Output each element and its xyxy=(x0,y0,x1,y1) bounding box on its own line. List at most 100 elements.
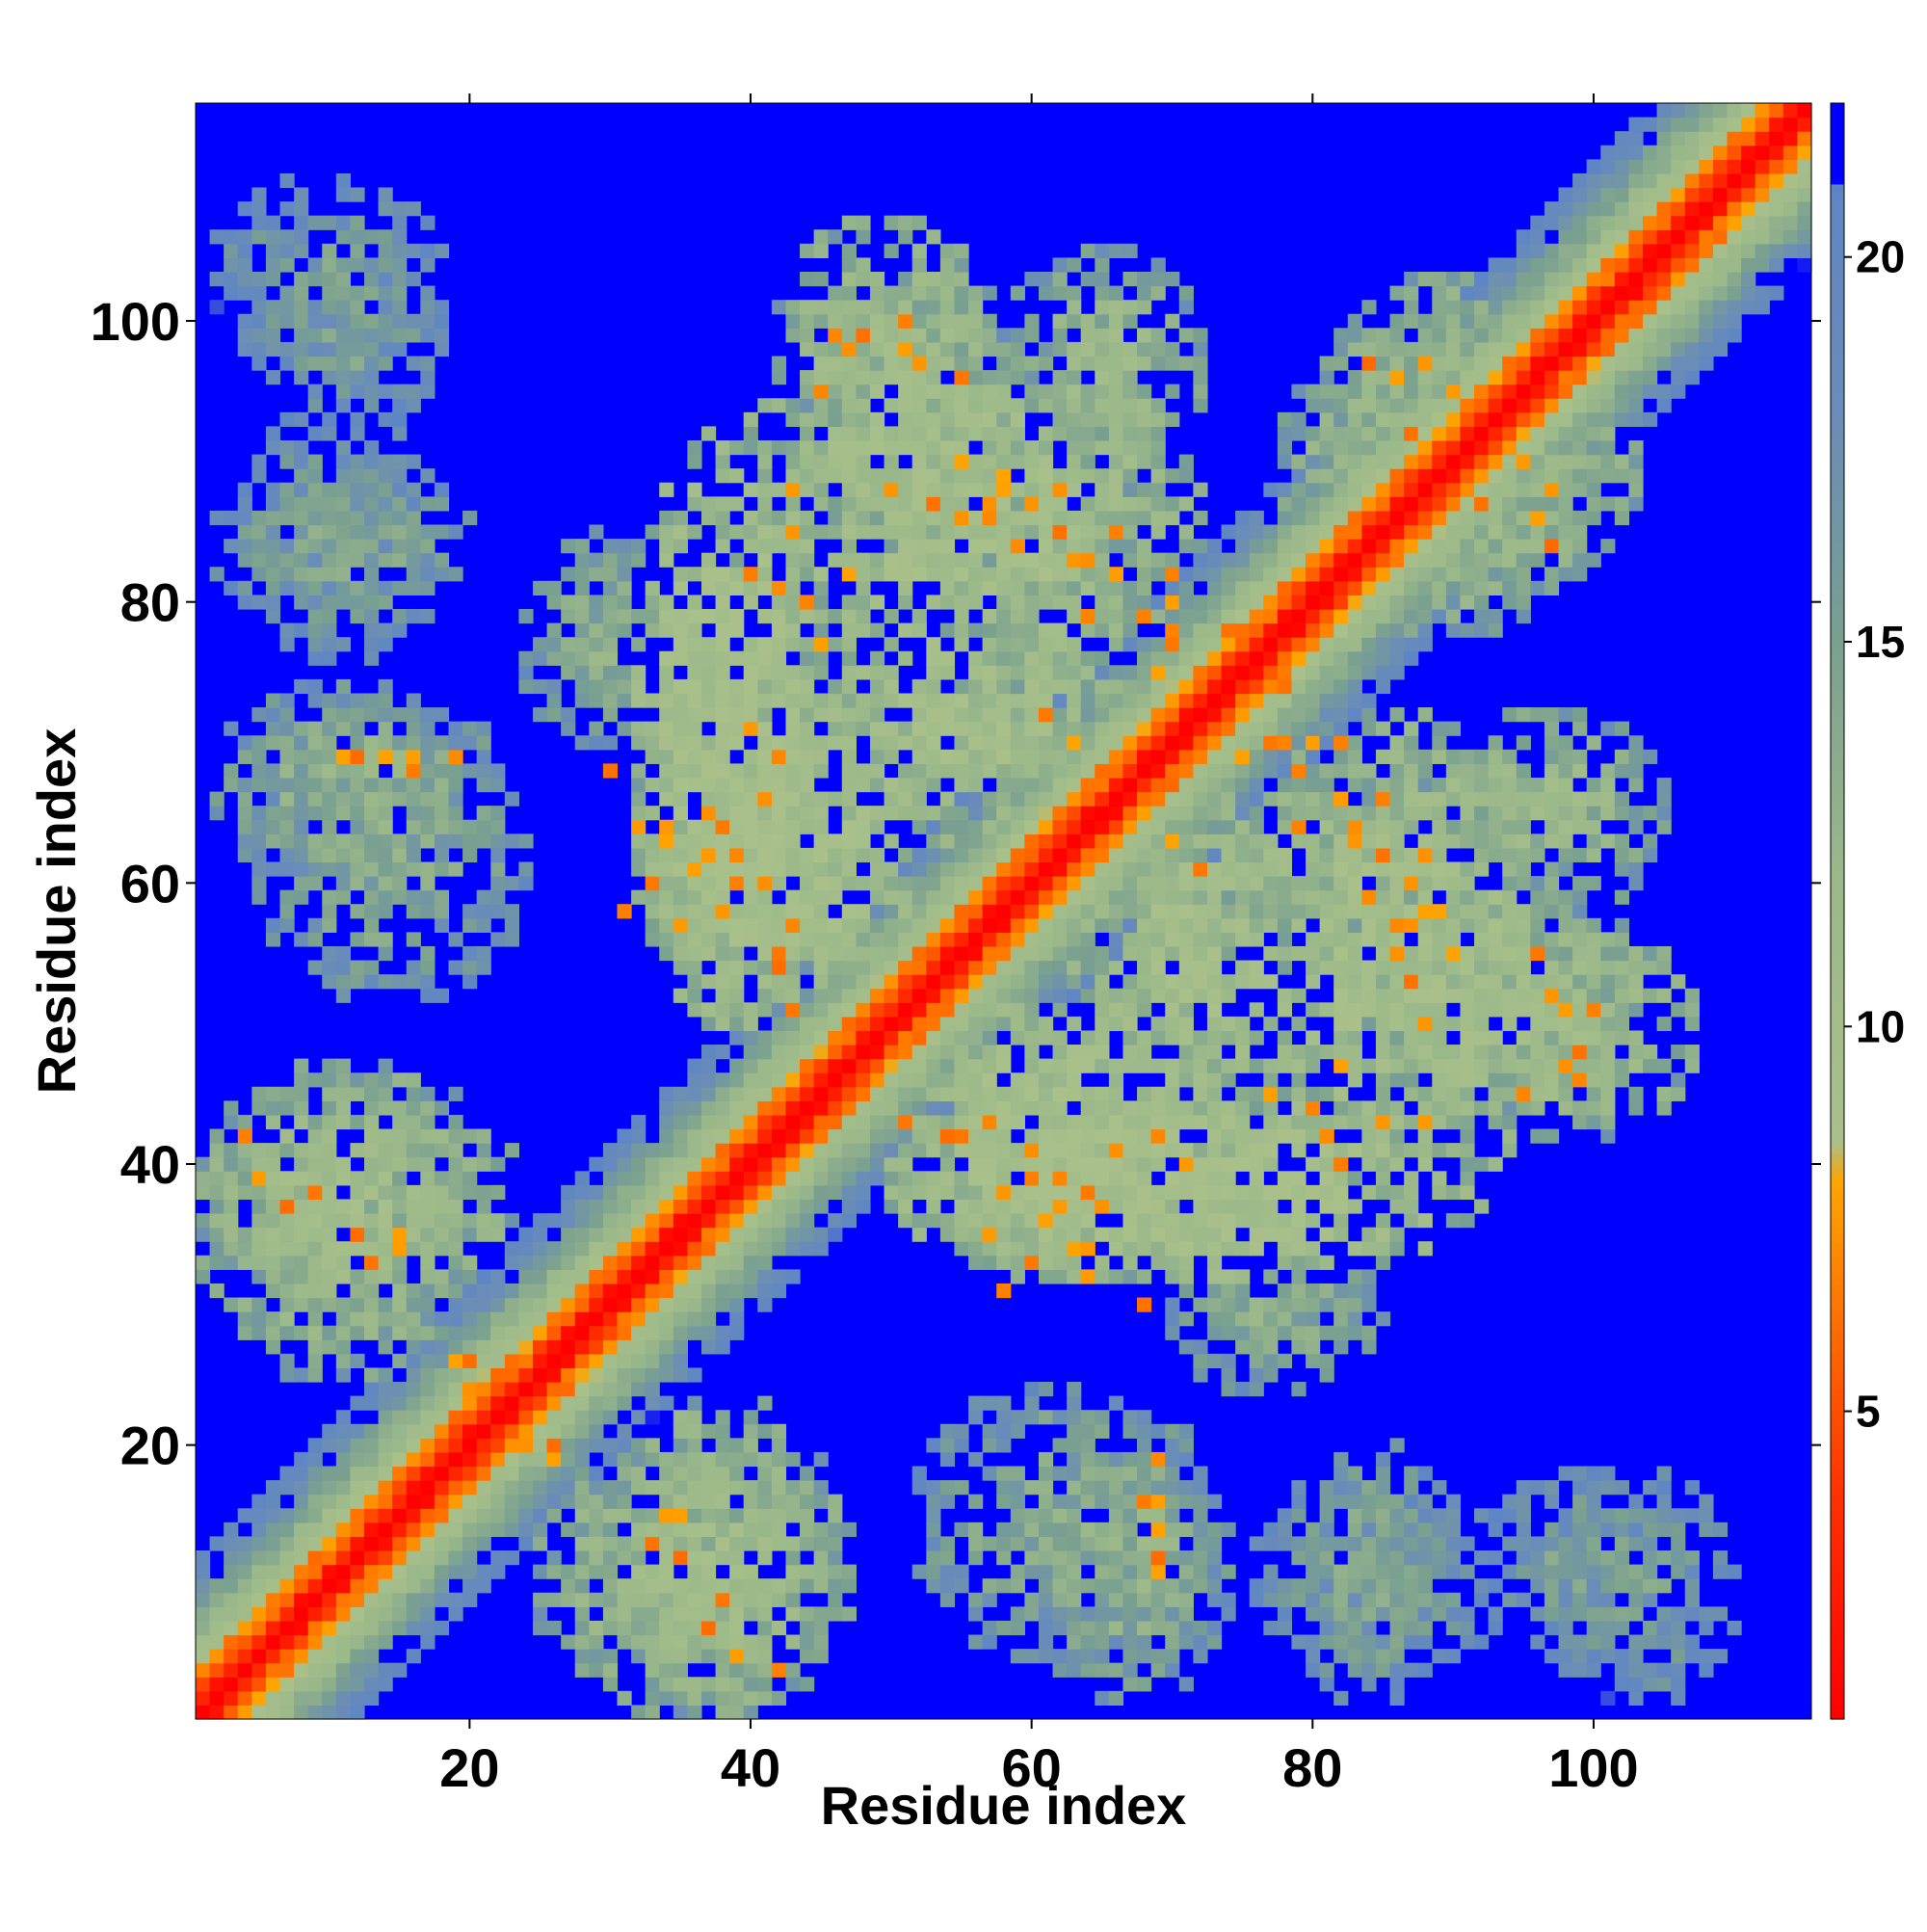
heatmap-cell xyxy=(1067,707,1082,723)
heatmap-cell xyxy=(700,749,717,764)
heatmap-cell xyxy=(954,243,969,259)
heatmap-cell xyxy=(1024,791,1040,807)
heatmap-cell xyxy=(448,1143,463,1158)
heatmap-cell xyxy=(926,426,941,441)
heatmap-cell xyxy=(771,1143,787,1158)
heatmap-cell xyxy=(800,707,815,723)
heatmap-cell xyxy=(771,637,787,652)
heatmap-cell xyxy=(673,819,688,834)
heatmap-cell xyxy=(518,1480,534,1495)
heatmap-cell xyxy=(1010,917,1025,933)
heatmap-cell xyxy=(1108,300,1124,315)
heatmap-cell xyxy=(504,904,519,919)
heatmap-cell xyxy=(1010,806,1025,821)
heatmap-cell xyxy=(884,356,899,371)
heatmap-cell xyxy=(1122,847,1138,863)
heatmap-cell xyxy=(265,1480,281,1495)
heatmap-cell xyxy=(490,1227,506,1242)
heatmap-cell xyxy=(617,1241,632,1257)
heatmap-cell xyxy=(954,834,969,849)
heatmap-cell xyxy=(771,735,787,751)
heatmap-cell xyxy=(926,806,941,821)
heatmap-cell xyxy=(378,1536,393,1551)
heatmap-cell xyxy=(406,1620,421,1636)
heatmap-cell xyxy=(251,1156,267,1172)
heatmap-cell xyxy=(841,411,857,427)
heatmap-cell xyxy=(350,791,365,807)
heatmap-cell xyxy=(996,1199,1012,1214)
heatmap-cell xyxy=(574,735,590,751)
heatmap-cell xyxy=(645,777,660,793)
heatmap-cell xyxy=(279,1086,295,1101)
heatmap-cell xyxy=(1108,1606,1124,1622)
heatmap-cell xyxy=(1249,1058,1264,1073)
heatmap-cell xyxy=(1052,1002,1068,1018)
heatmap-cell xyxy=(1095,960,1110,975)
heatmap-cell xyxy=(1010,861,1025,877)
heatmap-cell xyxy=(294,721,309,736)
heatmap-cell xyxy=(574,567,590,582)
heatmap-cell xyxy=(1235,580,1251,595)
heatmap-cell xyxy=(1052,1114,1068,1130)
heatmap-cell xyxy=(911,1480,927,1495)
heatmap-cell xyxy=(378,1494,393,1509)
heatmap-cell xyxy=(363,1649,380,1664)
heatmap-cell xyxy=(1122,791,1138,807)
heatmap-cell xyxy=(602,650,619,666)
heatmap-cell xyxy=(687,1255,702,1270)
heatmap-cell xyxy=(631,889,647,905)
heatmap-cell xyxy=(1010,1086,1025,1101)
heatmap-cell xyxy=(926,974,941,990)
heatmap-cell xyxy=(1010,1255,1025,1270)
heatmap-cell xyxy=(1150,510,1166,526)
heatmap-cell xyxy=(1150,524,1166,540)
heatmap-cell xyxy=(856,622,871,638)
heatmap-cell xyxy=(1193,1045,1208,1060)
heatmap-cell xyxy=(856,721,871,736)
heatmap-cell xyxy=(673,707,688,723)
heatmap-cell xyxy=(884,1016,899,1032)
heatmap-cell xyxy=(392,1410,408,1425)
heatmap-cell xyxy=(884,904,899,919)
heatmap-cell xyxy=(729,1100,745,1116)
heatmap-cell xyxy=(617,1395,632,1411)
heatmap-cell xyxy=(1150,356,1166,371)
heatmap-cell xyxy=(939,1550,956,1566)
heatmap-cell xyxy=(1221,693,1236,708)
heatmap-cell xyxy=(1108,1227,1124,1242)
heatmap-cell xyxy=(406,693,421,708)
heatmap-cell xyxy=(294,1297,309,1312)
heatmap-cell xyxy=(1052,637,1068,652)
heatmap-cell xyxy=(307,693,323,708)
heatmap-cell xyxy=(1024,1227,1040,1242)
heatmap-cell xyxy=(659,932,674,947)
heatmap-cell xyxy=(1206,1564,1223,1579)
heatmap-cell xyxy=(1178,1002,1194,1018)
heatmap-cell xyxy=(1024,608,1040,624)
heatmap-cell xyxy=(574,1269,590,1284)
heatmap-cell xyxy=(800,988,815,1003)
heatmap-cell xyxy=(828,1184,843,1201)
heatmap-cell xyxy=(434,1438,450,1453)
heatmap-cell xyxy=(1080,1536,1095,1551)
heatmap-cell xyxy=(687,1100,702,1116)
heatmap-cell xyxy=(251,300,267,315)
heatmap-cell xyxy=(335,806,352,821)
heatmap-cell xyxy=(1150,328,1166,343)
heatmap-cell xyxy=(939,482,956,497)
heatmap-cell xyxy=(996,1494,1012,1509)
heatmap-cell xyxy=(841,524,857,540)
heatmap-cell xyxy=(757,917,773,933)
heatmap-cell xyxy=(1095,285,1110,301)
heatmap-cell xyxy=(1235,932,1251,947)
heatmap-cell xyxy=(476,721,491,736)
heatmap-cell xyxy=(1221,819,1236,834)
heatmap-cell xyxy=(602,1592,619,1607)
heatmap-cell xyxy=(1235,1311,1251,1327)
heatmap-cell xyxy=(926,876,941,891)
heatmap-cell xyxy=(828,300,843,315)
heatmap-cell xyxy=(715,567,730,582)
heatmap-cell xyxy=(645,1438,660,1453)
heatmap-cell xyxy=(294,1255,309,1270)
heatmap-cell xyxy=(335,1690,352,1707)
